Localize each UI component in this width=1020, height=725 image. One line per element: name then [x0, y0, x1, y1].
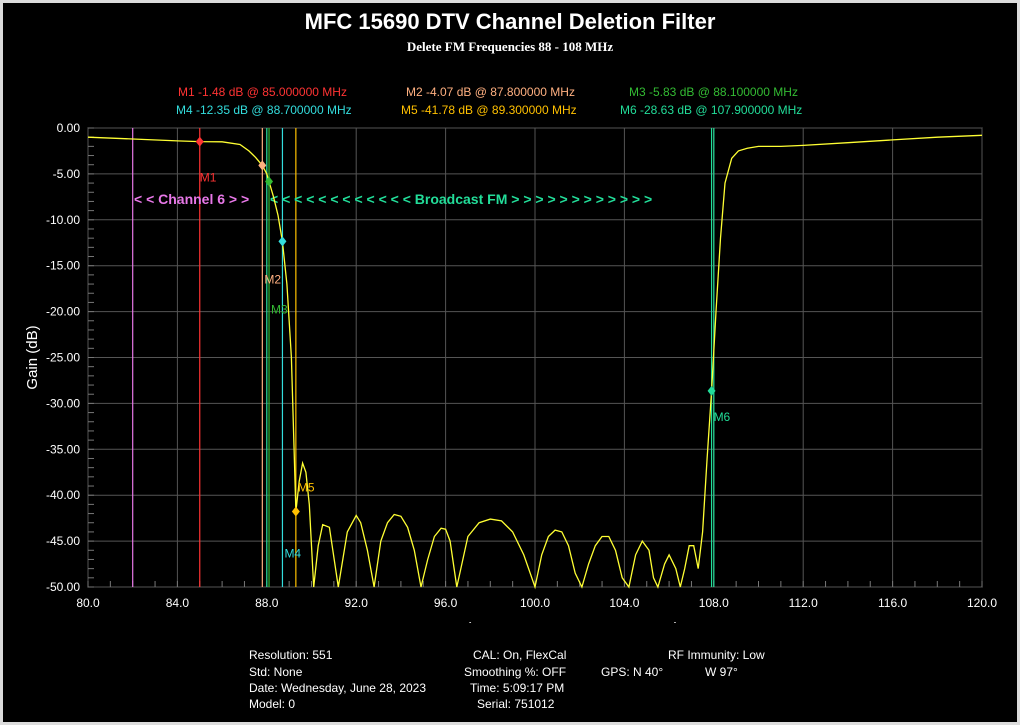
marker-point-m3	[265, 176, 274, 187]
y-tick-label: -40.00	[46, 488, 80, 502]
marker-label-m5: M5	[298, 481, 315, 495]
gain-plot: 80.0 84.0 88.0 92.0 96.0 100.0 104.0 108.0 112.0…	[24, 121, 997, 623]
marker-readout-m6: M6 -28.63 dB @ 107.900000 MHz	[620, 103, 803, 117]
marker-readout-m3: M3 -5.83 dB @ 88.100000 MHz	[629, 85, 798, 99]
channel6-band-label: < < Channel 6 > >	[134, 191, 249, 207]
footer-col2-line1: CAL: On, FlexCal	[473, 648, 567, 662]
marker-label-m6: M6	[714, 410, 731, 424]
marker-point-m5	[291, 506, 300, 517]
x-tick-label: 88.0	[255, 596, 279, 610]
marker-label-m2: M2	[264, 272, 281, 286]
y-tick-label: 0.00	[57, 121, 81, 135]
footer-col1-line1: Resolution: 551	[249, 648, 333, 662]
footer-gps-lon: W 97°	[705, 665, 738, 679]
x-tick-label: 92.0	[345, 596, 369, 610]
marker-point-m2	[258, 160, 267, 171]
chart-subtitle: Delete FM Frequencies 88 - 108 MHz	[406, 39, 614, 54]
x-tick-label: 108.0	[699, 596, 729, 610]
y-tick-label: -20.00	[46, 305, 80, 319]
x-tick-label: 116.0	[878, 596, 907, 610]
x-tick-label: 120.0	[967, 596, 997, 610]
footer-rf-immunity: RF Immunity: Low	[668, 648, 765, 662]
marker-label-m1: M1	[200, 171, 217, 185]
y-tick-label: -50.00	[46, 580, 80, 594]
marker-readout-m5: M5 -41.78 dB @ 89.300000 MHz	[401, 103, 577, 117]
x-tick-label: 100.0	[520, 596, 550, 610]
broadcast-fm-band-label: < < < < < < < < < < < < Broadcast FM > >…	[270, 191, 652, 207]
marker-readout-m2: M2 -4.07 dB @ 87.800000 MHz	[406, 85, 575, 99]
marker-readout-m1: M1 -1.48 dB @ 85.000000 MHz	[178, 85, 347, 99]
chart-title: MFC 15690 DTV Channel Deletion Filter	[304, 9, 716, 34]
marker-point-m4	[278, 236, 287, 247]
footer-col2-line3: Time: 5:09:17 PM	[470, 681, 565, 695]
marker-label-m3: M3	[271, 303, 288, 317]
footer-gps-lat: GPS: N 40°	[601, 665, 664, 679]
chart-window: MFC 15690 DTV Channel Deletion Filter De…	[3, 3, 1017, 722]
x-axis-label: Frequency (80.000000 - 120.000000 MHz )	[391, 620, 679, 623]
x-tick-label: 112.0	[789, 596, 818, 610]
y-tick-label: -10.00	[46, 213, 80, 227]
y-tick-label: -35.00	[46, 442, 80, 456]
marker-point-m6	[707, 385, 716, 396]
gain-trace-line	[87, 134, 983, 590]
y-tick-label: -5.00	[53, 167, 81, 181]
marker-point-m1	[195, 136, 204, 147]
y-tick-label: -45.00	[46, 534, 80, 548]
footer-col1-line4: Model: 0	[249, 697, 296, 711]
y-tick-label: -15.00	[46, 259, 80, 273]
x-tick-label: 80.0	[76, 596, 100, 610]
footer-col2-line4: Serial: 751012	[477, 697, 555, 711]
footer-col2-line2: Smoothing %: OFF	[464, 665, 567, 679]
y-tick-label: -30.00	[46, 396, 80, 410]
footer-col1-line2: Std: None	[249, 665, 303, 679]
y-axis-label: Gain (dB)	[24, 325, 41, 389]
x-tick-label: 84.0	[166, 596, 190, 610]
x-tick-label: 96.0	[434, 596, 458, 610]
marker-label-m4: M4	[284, 546, 301, 560]
footer-col1-line3: Date: Wednesday, June 28, 2023	[249, 681, 427, 695]
marker-readout-m4: M4 -12.35 dB @ 88.700000 MHz	[176, 103, 352, 117]
y-tick-label: -25.00	[46, 351, 80, 365]
x-tick-label: 104.0	[609, 596, 639, 610]
